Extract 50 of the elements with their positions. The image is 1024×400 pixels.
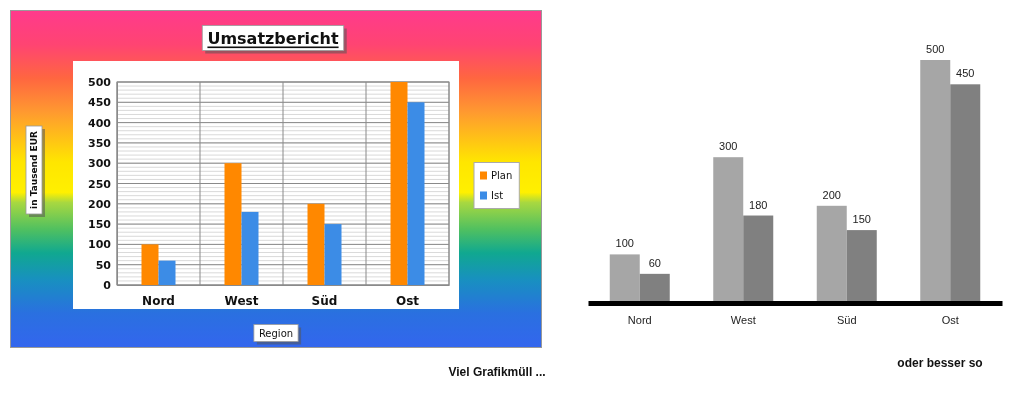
- legend-label: Ist: [491, 190, 504, 201]
- data-label: 200: [822, 188, 841, 201]
- data-label: 450: [956, 67, 975, 80]
- bar: [920, 60, 951, 303]
- x-tick-label: Ost: [395, 293, 420, 308]
- x-tick-label: West: [224, 293, 259, 308]
- bar: [141, 244, 159, 285]
- y-tick-label: 450: [88, 96, 112, 110]
- y-tick-label: 0: [103, 279, 112, 293]
- bar: [743, 215, 774, 303]
- y-axis-title: in Tausend EUR: [29, 130, 39, 209]
- bar: [950, 84, 981, 303]
- bar: [846, 230, 877, 303]
- x-tick-label: Nord: [627, 313, 652, 326]
- x-tick-label: West: [730, 313, 756, 326]
- x-tick-label: Süd: [311, 293, 338, 308]
- y-tick-label: 50: [95, 258, 112, 272]
- x-axis-title: Region: [258, 327, 294, 339]
- text: oder besser so: [897, 356, 983, 370]
- bar: [307, 203, 325, 285]
- text: Viel Grafikmüll ...: [448, 365, 546, 379]
- y-tick-label: 150: [88, 218, 112, 232]
- y-tick-label: 400: [88, 116, 112, 130]
- x-tick-label: Ost: [941, 313, 959, 326]
- x-tick-label: Nord: [142, 293, 175, 308]
- bar: [324, 224, 342, 285]
- bar: [158, 260, 176, 285]
- y-tick-label: 300: [88, 157, 112, 171]
- bar: [224, 163, 242, 285]
- y-tick-label: 500: [88, 76, 112, 90]
- data-label: 60: [648, 256, 661, 269]
- bar: [609, 254, 640, 303]
- x-tick-label: Süd: [836, 313, 857, 326]
- bar: [639, 273, 670, 303]
- data-label: 500: [926, 43, 945, 55]
- bar: [390, 82, 408, 285]
- y-tick-label: 350: [88, 136, 112, 150]
- data-label: 100: [615, 237, 634, 250]
- legend-label: Plan: [491, 170, 513, 181]
- y-tick-label: 100: [88, 238, 112, 252]
- bar: [713, 157, 744, 303]
- bar: [816, 205, 847, 303]
- bar: [407, 102, 425, 285]
- bar: [241, 211, 259, 285]
- y-tick-label: 250: [88, 177, 112, 191]
- chart-title: Umsatzbericht: [207, 28, 339, 48]
- data-label: 300: [719, 140, 738, 153]
- y-tick-label: 200: [88, 197, 112, 211]
- data-label: 180: [749, 198, 768, 211]
- data-label: 150: [852, 213, 871, 226]
